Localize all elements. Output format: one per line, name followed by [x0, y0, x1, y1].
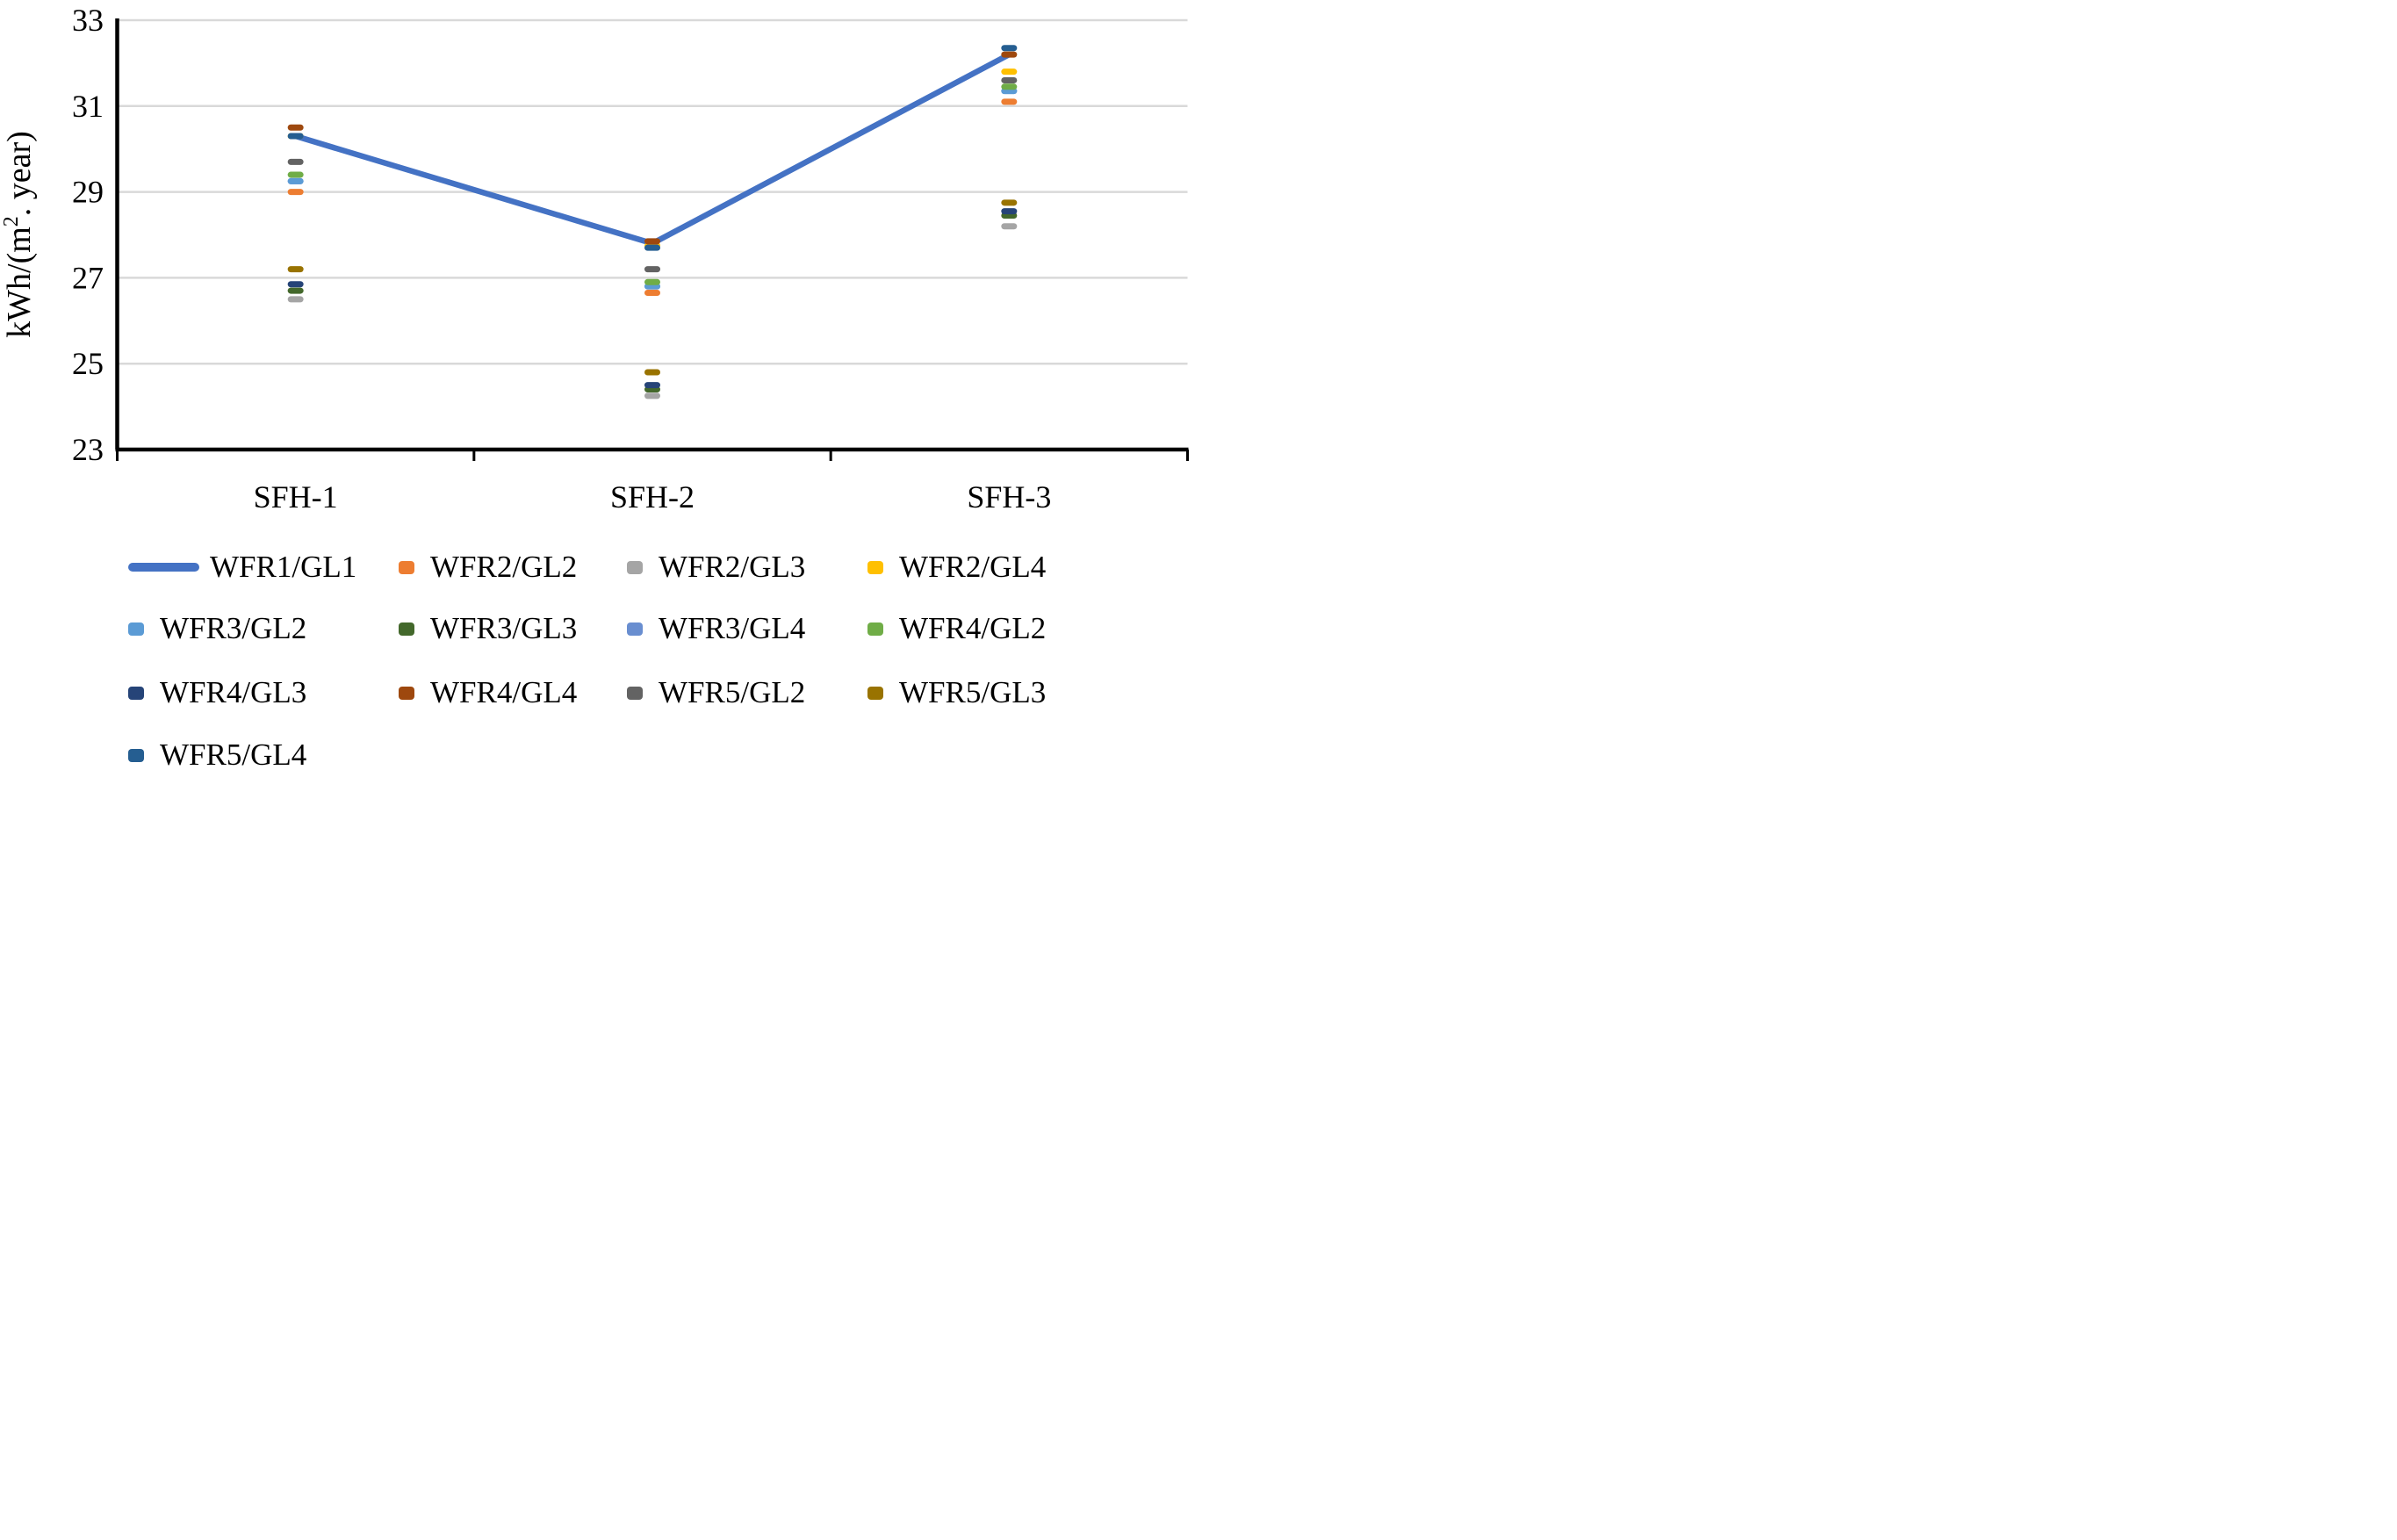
x-category-label: SFH-1 — [254, 479, 338, 515]
marker-wfr4-gl4 — [644, 238, 660, 245]
legend-label: WFR4/GL2 — [899, 611, 1047, 645]
marker-wfr2-gl3 — [287, 296, 304, 303]
legend-label: WFR2/GL3 — [659, 550, 806, 584]
marker-wfr4-gl3 — [644, 382, 660, 389]
legend-marker-swatch — [399, 686, 414, 700]
marker-wfr3-gl3 — [287, 287, 304, 294]
x-category-label: SFH-3 — [967, 479, 1051, 515]
legend-marker-swatch — [627, 686, 643, 700]
marker-wfr4-gl2 — [1001, 83, 1018, 90]
marker-wfr5-gl3 — [287, 266, 304, 273]
legend-item-wfr2-gl4: WFR2/GL4 — [867, 551, 1046, 583]
legend-item-wfr2-gl2: WFR2/GL2 — [399, 551, 577, 583]
y-tick-label: 29 — [72, 175, 104, 210]
x-category-label: SFH-2 — [610, 479, 695, 515]
marker-wfr2-gl2 — [1001, 98, 1018, 105]
marker-wfr4-gl3 — [287, 281, 304, 288]
legend-item-wfr2-gl3: WFR2/GL3 — [627, 551, 805, 583]
marker-wfr5-gl2 — [644, 266, 660, 273]
y-tick-label: 23 — [72, 432, 104, 467]
legend-marker-swatch — [627, 560, 643, 574]
chart-plot: 33 31 29 27 25 23 SFH-1 SFH-2 SFH-3 kWh/(m2. year… — [0, 3, 1189, 515]
legend-item-wfr5-gl2: WFR5/GL2 — [627, 677, 805, 709]
marker-wfr4-gl2 — [644, 278, 660, 285]
y-axis-title-rest: . year) — [1, 131, 38, 216]
y-axis-title-superscript: 2 — [0, 216, 23, 227]
legend-marker-swatch — [128, 686, 144, 700]
y-axis-title-main: kWh/(m — [1, 227, 38, 338]
marker-wfr4-gl4 — [287, 124, 304, 131]
marker-wfr2-gl2 — [644, 290, 660, 297]
series-line-wfr1-gl1 — [292, 51, 1012, 247]
marker-wfr2-gl4 — [1001, 68, 1018, 76]
legend-item-wfr4-gl3: WFR4/GL3 — [128, 677, 306, 709]
marker-wfr2-gl3 — [644, 392, 660, 399]
y-axis-title: kWh/(m2. year) — [0, 131, 38, 338]
marker-wfr5-gl2 — [1001, 76, 1018, 83]
marker-wfr5-gl3 — [644, 369, 660, 376]
legend-label: WFR1/GL1 — [210, 550, 357, 584]
marker-wfr4-gl4 — [1001, 51, 1018, 58]
legend-item-wfr5-gl3: WFR5/GL3 — [867, 677, 1046, 709]
marker-wfr3-gl2 — [287, 177, 304, 184]
legend-item-wfr3-gl2: WFR3/GL2 — [128, 613, 306, 644]
legend-marker-swatch — [867, 686, 883, 700]
marker-wfr5-gl4 — [644, 244, 660, 251]
legend-label: WFR2/GL2 — [430, 550, 578, 584]
y-tick-label: 31 — [72, 89, 104, 124]
legend-label: WFR4/GL4 — [430, 675, 578, 709]
legend-item-wfr5-gl4: WFR5/GL4 — [128, 739, 306, 770]
legend-label: WFR3/GL2 — [160, 611, 307, 645]
y-tick-label: 25 — [72, 346, 104, 381]
marker-wfr4-gl2 — [287, 171, 304, 178]
legend-marker-swatch — [399, 560, 414, 574]
legend-item-wfr4-gl4: WFR4/GL4 — [399, 677, 577, 709]
legend-label: WFR5/GL2 — [659, 675, 806, 709]
legend-item-wfr1-gl1: WFR1/GL1 — [128, 551, 356, 583]
marker-wfr5-gl3 — [1001, 199, 1018, 206]
legend-item-wfr4-gl2: WFR4/GL2 — [867, 613, 1046, 644]
legend-label: WFR5/GL3 — [899, 675, 1047, 709]
marker-wfr5-gl4 — [1001, 45, 1018, 52]
legend-marker-swatch — [399, 622, 414, 636]
legend-label: WFR2/GL4 — [899, 550, 1047, 584]
legend-label: WFR3/GL3 — [430, 611, 578, 645]
marker-wfr5-gl2 — [287, 158, 304, 165]
chart-figure: 33 31 29 27 25 23 SFH-1 SFH-2 SFH-3 kWh/(m2. year… — [0, 0, 1198, 770]
legend-marker-swatch — [128, 748, 144, 762]
legend-label: WFR4/GL3 — [160, 675, 307, 709]
legend-marker-swatch — [867, 560, 883, 574]
legend-line-swatch — [128, 563, 199, 572]
legend-marker-swatch — [627, 622, 643, 636]
y-tick-label: 33 — [72, 3, 104, 38]
legend-marker-swatch — [867, 622, 883, 636]
legend-marker-swatch — [128, 622, 144, 636]
y-tick-label: 27 — [72, 260, 104, 295]
legend-item-wfr3-gl3: WFR3/GL3 — [399, 613, 577, 644]
marker-wfr2-gl2 — [287, 189, 304, 196]
marker-wfr5-gl4 — [287, 133, 304, 140]
legend-label: WFR3/GL4 — [659, 611, 806, 645]
legend-label: WFR5/GL4 — [160, 738, 307, 771]
legend-item-wfr3-gl4: WFR3/GL4 — [627, 613, 805, 644]
marker-wfr2-gl3 — [1001, 223, 1018, 230]
marker-wfr4-gl3 — [1001, 208, 1018, 215]
